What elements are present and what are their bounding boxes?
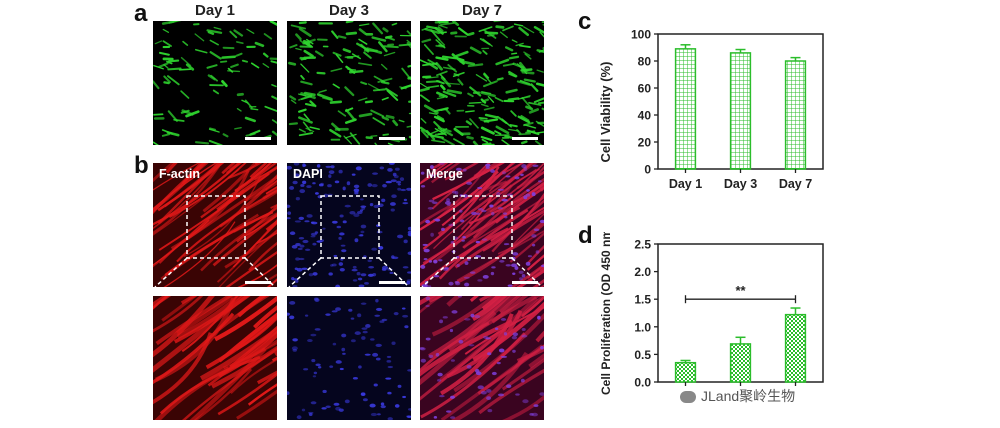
y-axis-label: Cell Viability (%) xyxy=(598,62,613,163)
watermark: JLand聚岭生物 xyxy=(680,386,795,406)
bar xyxy=(729,343,752,383)
merge-image: Merge xyxy=(420,163,544,287)
y-tick-label: 0.0 xyxy=(634,376,651,390)
zoom-connector xyxy=(288,257,322,287)
y-tick-label: 1.0 xyxy=(634,320,651,334)
bar xyxy=(784,313,807,383)
day-label: Day 3 xyxy=(328,2,370,19)
channel-label: DAPI xyxy=(293,167,323,181)
zoom-connector xyxy=(154,257,188,287)
bar xyxy=(784,60,807,170)
x-tick-label: Day 1 xyxy=(669,177,702,191)
significance-label: ** xyxy=(735,283,746,298)
y-tick-label: 0 xyxy=(644,163,651,177)
cell-viability-chart: Cell Viability (%) 0 20 40 60 80 100 Day 1 Day … xyxy=(598,28,824,191)
dapi-zoom-image xyxy=(287,296,411,420)
zoom-connector xyxy=(421,257,455,287)
live-cell-image-day3 xyxy=(287,21,411,145)
panel-label-d: d xyxy=(578,222,593,249)
y-tick-label: 1.5 xyxy=(634,293,651,307)
y-axis-label: Cell Proliferation (OD 450 nm) xyxy=(599,232,613,395)
merge-zoom-image xyxy=(420,296,544,420)
y-tick-label: 2.5 xyxy=(634,238,651,252)
day-label: Day 7 xyxy=(461,2,503,19)
channel-label: F-actin xyxy=(159,167,200,181)
scale-bar xyxy=(512,137,538,140)
live-cell-image-day1 xyxy=(153,21,277,145)
watermark-text: JLand聚岭生物 xyxy=(701,388,796,404)
y-tick-label: 100 xyxy=(631,28,651,42)
scale-bar xyxy=(512,281,538,284)
scale-bar xyxy=(379,281,405,284)
panel-label-b: b xyxy=(134,152,149,179)
bar xyxy=(729,52,752,170)
bar xyxy=(674,361,697,383)
factin-zoom-image xyxy=(153,296,277,420)
scale-bar xyxy=(245,281,271,284)
wechat-icon xyxy=(680,391,696,404)
bar xyxy=(674,48,697,170)
zoom-region-box xyxy=(453,195,513,259)
day-label: Day 1 xyxy=(194,2,236,19)
y-tick-label: 0.5 xyxy=(634,348,651,362)
cell-proliferation-chart: Cell Proliferation (OD 450 nm) 0.0 0.5 1.0… xyxy=(599,232,824,395)
x-tick-label: Day 3 xyxy=(724,177,757,191)
channel-label: Merge xyxy=(426,167,463,181)
y-tick-label: 40 xyxy=(638,109,652,123)
x-tick-label: Day 7 xyxy=(779,177,812,191)
y-tick-label: 2.0 xyxy=(634,265,651,279)
y-tick-label: 20 xyxy=(638,136,652,150)
scale-bar xyxy=(245,137,271,140)
panel-label-c: c xyxy=(578,8,592,35)
panel-label-a: a xyxy=(134,0,148,27)
y-tick-label: 80 xyxy=(638,55,652,69)
zoom-region-box xyxy=(320,195,380,259)
zoom-region-box xyxy=(186,195,246,259)
factin-image: F-actin xyxy=(153,163,277,287)
scale-bar xyxy=(379,137,405,140)
y-tick-label: 60 xyxy=(638,82,652,96)
live-cell-image-day7 xyxy=(420,21,544,145)
dapi-image: DAPI xyxy=(287,163,411,287)
